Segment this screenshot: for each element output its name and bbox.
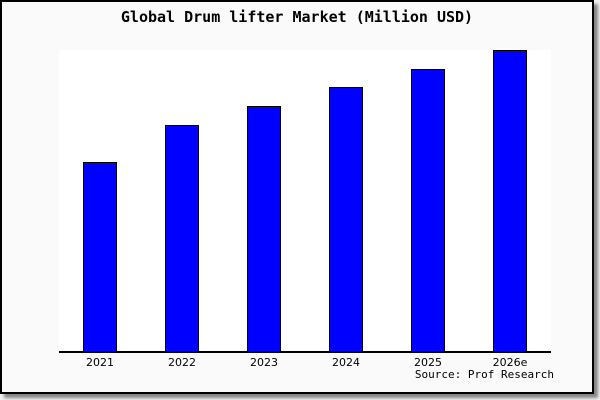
x-tick-label-2026e: 2026e	[492, 356, 528, 369]
bar-2025	[411, 68, 445, 351]
x-tick-label-2023: 2023	[250, 356, 278, 369]
bar-2026e	[493, 50, 527, 351]
x-tick-label-2022: 2022	[168, 356, 196, 369]
source-caption: Source: Prof Research	[414, 368, 554, 381]
plot-area	[59, 50, 551, 353]
bar-2023	[247, 106, 281, 351]
x-tick-label-2024: 2024	[332, 356, 360, 369]
chart-frame: Global Drum lifter Market (Million USD) …	[0, 0, 594, 394]
bar-2022	[165, 124, 199, 351]
x-tick-label-2025: 2025	[414, 356, 442, 369]
x-tick-label-2021: 2021	[86, 356, 114, 369]
bar-2024	[329, 87, 363, 351]
bar-2021	[83, 161, 117, 351]
chart-title: Global Drum lifter Market (Million USD)	[120, 8, 474, 26]
